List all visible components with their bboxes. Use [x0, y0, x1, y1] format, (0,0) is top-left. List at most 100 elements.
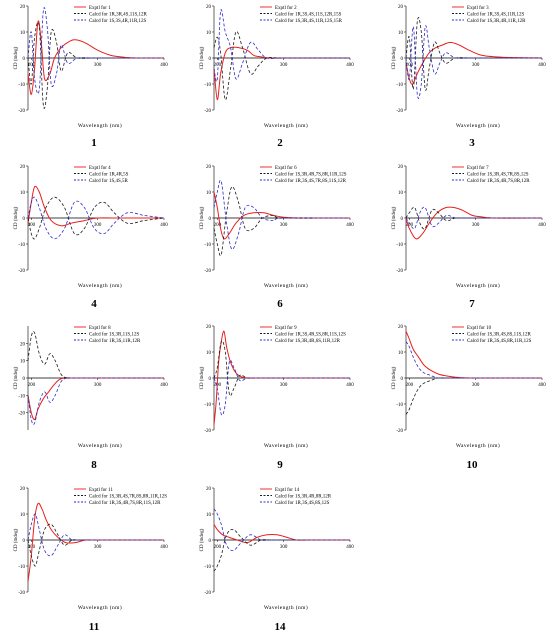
y-tick-label: 0	[401, 57, 404, 62]
y-tick-label: -10	[18, 83, 25, 88]
cd-chart-7: -20 -10 0 10 20 200 300 400 CD (mdeg) Wavelength …	[392, 165, 546, 289]
panel-caption: 7	[469, 298, 475, 310]
legend-label: Exptl for 8	[89, 326, 111, 331]
legend-label: Calcd for 1R,3S,4S,8S,12S	[275, 501, 330, 506]
series-line-2	[405, 206, 542, 230]
x-tick-label: 200	[28, 223, 36, 228]
legend-label: Exptl for 3	[467, 6, 489, 11]
x-axis-label: Wavelength (nm)	[78, 604, 122, 611]
series-line-0	[213, 46, 350, 101]
x-tick-label: 400	[160, 545, 168, 550]
legend-label: Calcd for 1R,3S,4S,8R,11R,12S	[467, 339, 532, 344]
cd-panel-10: -20 -10 0 10 20 200 300 400 CD (mdeg) Wavelength …	[392, 320, 550, 465]
x-tick-label: 300	[472, 383, 480, 388]
y-tick-label: -10	[396, 83, 403, 88]
y-tick-label: -20	[18, 109, 25, 114]
cd-chart-2: -20 -10 0 10 20 200 300 400 CD (mdeg) Wavelength …	[200, 5, 354, 129]
x-tick-label: 200	[214, 223, 222, 228]
y-axis-label: CD (mdeg)	[14, 46, 19, 69]
y-tick-label: 10	[20, 513, 26, 518]
panel-caption: 9	[277, 459, 283, 471]
y-tick-label: 20	[20, 5, 26, 10]
series-line-2	[213, 179, 351, 250]
y-tick-label: 10	[206, 351, 212, 356]
series-line-0	[27, 185, 164, 227]
legend-label: Calcd for 1R,3S,4R,5S,8R,11S,12S	[275, 332, 346, 337]
series-line-2	[27, 377, 164, 425]
y-tick-label: -20	[204, 269, 211, 274]
legend-label: Exptl for 4	[89, 166, 111, 171]
legend-label: Calcd for 1R,3S,4R,7S,8R,11S,12R	[89, 501, 161, 506]
y-tick-label: 20	[20, 165, 26, 170]
series-line-2	[27, 196, 165, 240]
legend-label: Calcd for 1S,3R,4S,8S,11S,12R	[467, 332, 532, 337]
series-line-0	[27, 377, 164, 421]
y-tick-label: 10	[398, 351, 404, 356]
series-line-1	[27, 523, 164, 567]
legend-label: Calcd for 1S,3S,4R,11R,12S	[89, 19, 147, 24]
x-tick-label: 300	[94, 63, 102, 68]
y-tick-label: -20	[396, 429, 403, 434]
series-line-2	[213, 508, 350, 551]
y-tick-label: 0	[23, 217, 26, 222]
x-tick-label: 300	[94, 383, 102, 388]
y-axis-label: CD (mdeg)	[392, 46, 397, 69]
series-line-2	[405, 341, 542, 379]
legend-label: Exptl for 14	[275, 488, 300, 493]
y-tick-label: -20	[204, 429, 211, 434]
legend-label: Exptl for 9	[275, 326, 297, 331]
y-axis-label: CD (mdeg)	[200, 528, 205, 551]
y-tick-label: 10	[206, 513, 212, 518]
y-tick-label: -20	[204, 109, 211, 114]
legend-label: Exptl for 7	[467, 166, 489, 171]
cd-chart-10: -20 -10 0 10 20 200 300 400 CD (mdeg) Wavelength …	[392, 325, 546, 449]
cd-chart-1: -20 -10 0 10 20 200 300 400 CD (mdeg) Wavelength …	[14, 5, 168, 129]
panel-caption: 3	[469, 137, 475, 149]
cd-chart-3: -20 -10 0 10 20 200 300 400 CD (mdeg) Wavelength …	[392, 5, 546, 129]
cd-panel-3: -20 -10 0 10 20 200 300 400 CD (mdeg) Wavelength …	[392, 0, 550, 145]
legend-label: Calcd for 1S,3R,4R,6S,11R,12R	[275, 339, 341, 344]
legend-label: Calcd for 1S,3R,11S,12S	[89, 332, 139, 337]
cd-chart-8: -20 -10 0 10 20 200 300 400 CD (mdeg) Wavelength …	[14, 326, 168, 449]
x-axis-label: Wavelength (nm)	[456, 442, 500, 449]
y-tick-label: 20	[206, 487, 212, 492]
x-axis-label: Wavelength (nm)	[264, 122, 308, 129]
series-line-0	[27, 20, 165, 95]
series-line-0	[405, 41, 543, 85]
legend-label: Calcd for 1S,3R,4R,7S,8R,11R,12S	[275, 172, 347, 177]
legend-label: Calcd for 1S,4S,5R	[89, 179, 129, 184]
series-line-1	[27, 331, 164, 379]
y-tick-label: 0	[209, 57, 212, 62]
cd-panel-7: -20 -10 0 10 20 200 300 400 CD (mdeg) Wavelength …	[392, 160, 550, 305]
x-tick-label: 400	[346, 545, 354, 550]
y-tick-label: -10	[204, 243, 211, 248]
y-tick-label: 10	[20, 31, 26, 36]
legend-label: Exptl for 10	[467, 326, 492, 331]
cd-panel-6: -20 -10 0 10 20 200 300 400 CD (mdeg) Wavelength …	[200, 160, 360, 305]
legend-label: Exptl for 2	[275, 6, 297, 11]
x-tick-label: 200	[214, 545, 222, 550]
x-tick-label: 400	[346, 63, 354, 68]
series-line-1	[213, 186, 351, 257]
x-tick-label: 300	[94, 223, 102, 228]
y-tick-label: 10	[20, 191, 26, 196]
cd-chart-14: -20 -10 0 10 20 200 300 400 CD (mdeg) Wavelength …	[200, 487, 354, 611]
series-line-0	[213, 330, 350, 425]
y-tick-label: -10	[396, 243, 403, 248]
y-axis-label: CD (mdeg)	[200, 46, 205, 69]
legend-label: Calcd for 1S,3R,4S,7R,8S,8R,11R,12S	[89, 494, 167, 499]
y-tick-label: 20	[20, 342, 26, 347]
y-axis-label: CD (mdeg)	[14, 528, 19, 551]
panel-caption: 11	[88, 621, 100, 633]
x-tick-label: 300	[280, 383, 288, 388]
series-line-1	[27, 196, 165, 240]
x-tick-label: 200	[406, 223, 414, 228]
legend-label: Calcd for 1S,3R,4S,7R,8S,12S	[467, 172, 529, 177]
y-tick-label: 0	[401, 217, 404, 222]
